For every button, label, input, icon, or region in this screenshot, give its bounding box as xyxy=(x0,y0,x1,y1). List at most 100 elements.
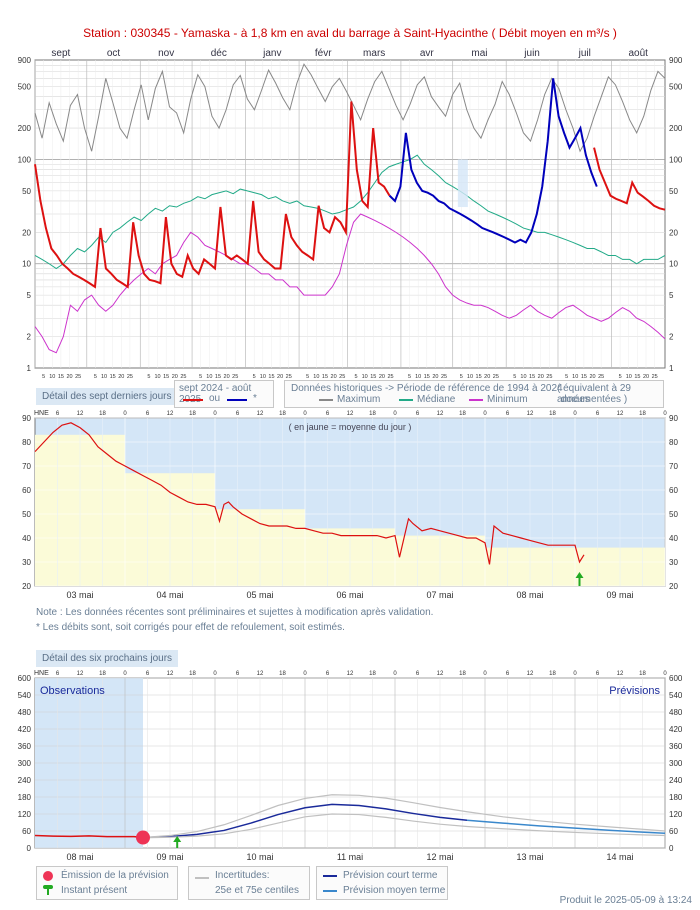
month-label: août xyxy=(629,48,649,59)
forecast-line-legend: Prévision court terme Prévision moyen te… xyxy=(316,866,448,900)
hour-tick-label: 18 xyxy=(189,671,196,677)
day-tick-label: 25 xyxy=(441,374,447,380)
y-tick-label-left: 30 xyxy=(22,558,31,567)
day-tick-label: 10 xyxy=(520,374,526,380)
day-tick-label: 15 xyxy=(322,374,328,380)
day-label: 07 mai xyxy=(426,590,453,600)
current-swatch xyxy=(183,399,203,401)
emission-point xyxy=(136,830,150,845)
max-label: Maximum xyxy=(337,394,381,405)
y-tick-label-left: 20 xyxy=(22,582,31,591)
y-tick-label-left: 600 xyxy=(18,674,32,683)
day-label: 11 mai xyxy=(337,852,363,862)
day-tick-label: 10 xyxy=(154,374,160,380)
y-tick-label-left: 60 xyxy=(22,486,31,495)
day-label: 09 mai xyxy=(156,852,183,862)
hour-tick-label: 0 xyxy=(573,671,577,677)
month-label: nov xyxy=(158,48,174,59)
y-tick-label-right: 900 xyxy=(669,56,683,65)
hour-tick-label: 0 xyxy=(123,411,127,417)
series-current xyxy=(34,101,391,289)
day-label: 03 mai xyxy=(66,590,93,600)
y-tick-label-left: 100 xyxy=(18,155,32,164)
hour-tick-label: 18 xyxy=(549,411,556,417)
y-tick-label-right: 2 xyxy=(669,333,674,342)
hour-tick-label: 12 xyxy=(527,671,534,677)
day-tick-label: 10 xyxy=(260,374,266,380)
day-tick-label: 5 xyxy=(94,374,97,380)
day-label: 08 mai xyxy=(66,852,93,862)
day-tick-label: 10 xyxy=(49,374,55,380)
hour-tick-label: 12 xyxy=(617,411,624,417)
day-tick-label: 20 xyxy=(538,374,544,380)
hour-tick-label: 12 xyxy=(257,671,264,677)
day-tick-label: 25 xyxy=(127,374,133,380)
hour-tick-label: 6 xyxy=(236,671,240,677)
y-tick-label-left: 90 xyxy=(22,414,31,423)
day-label: 04 mai xyxy=(156,590,183,600)
hour-tick-label: 0 xyxy=(573,411,577,417)
y-tick-label-right: 540 xyxy=(669,691,683,700)
y-tick-label-left: 1 xyxy=(27,364,32,373)
hour-tick-label: 6 xyxy=(416,671,420,677)
y-tick-label-right: 70 xyxy=(669,462,678,471)
hour-tick-label: 12 xyxy=(347,411,354,417)
month-label: sept xyxy=(51,48,70,59)
hour-tick-label: 18 xyxy=(459,671,466,677)
day-label: 05 mai xyxy=(246,590,273,600)
y-tick-label-right: 50 xyxy=(669,510,678,519)
day-label: 06 mai xyxy=(336,590,363,600)
y-tick-label-left: 200 xyxy=(18,124,32,133)
day-label: 12 mai xyxy=(426,852,453,862)
day-tick-label: 5 xyxy=(513,374,516,380)
day-tick-label: 10 xyxy=(101,374,107,380)
y-tick-label-right: 5 xyxy=(669,291,674,300)
min-label: Minimum xyxy=(487,394,528,405)
day-tick-label: 15 xyxy=(581,374,587,380)
month-label: juin xyxy=(523,48,540,59)
y-tick-label-left: 70 xyxy=(22,462,31,471)
hour-tick-label: 18 xyxy=(189,411,196,417)
uncert-label2: 25e et 75e centiles xyxy=(215,885,299,896)
month-label: févr xyxy=(315,48,332,59)
day-tick-label: 15 xyxy=(476,374,482,380)
hour-tick-label: 6 xyxy=(506,411,510,417)
day-tick-label: 25 xyxy=(493,374,499,380)
day-tick-label: 5 xyxy=(253,374,256,380)
day-tick-label: 5 xyxy=(619,374,622,380)
day-tick-label: 15 xyxy=(370,374,376,380)
day-tick-label: 10 xyxy=(362,374,368,380)
y-tick-label-right: 500 xyxy=(669,83,683,92)
day-label: 10 mai xyxy=(246,852,273,862)
y-tick-label-right: 30 xyxy=(669,558,678,567)
series-maximum xyxy=(34,63,666,153)
emission-dot-icon xyxy=(43,871,53,881)
series-recent-flow xyxy=(34,422,585,565)
y-tick-label-right: 0 xyxy=(669,844,674,853)
day-tick-label: 15 xyxy=(529,374,535,380)
day-tick-label: 5 xyxy=(408,374,411,380)
hist-title: Données historiques -> Période de référe… xyxy=(291,383,563,394)
previsions-label: Prévisions xyxy=(609,685,660,697)
hour-tick-label: 6 xyxy=(56,411,60,417)
hour-tick-label: 18 xyxy=(369,411,376,417)
period-legend: sept 2024 - août 2025 ou * xyxy=(174,380,274,408)
day-tick-label: 10 xyxy=(206,374,212,380)
produced-timestamp: Produit le 2025-05-09 à 13:24 xyxy=(559,895,692,906)
day-tick-label: 5 xyxy=(147,374,150,380)
hour-tick-label: 12 xyxy=(437,411,444,417)
historic-legend: Données historiques -> Période de référe… xyxy=(284,380,664,408)
day-tick-label: 15 xyxy=(215,374,221,380)
hour-tick-label: 12 xyxy=(437,671,444,677)
day-tick-label: 15 xyxy=(58,374,64,380)
series-forecast_mid xyxy=(466,819,666,835)
y-tick-label-right: 20 xyxy=(669,582,678,591)
hour-tick-label: 12 xyxy=(527,411,534,417)
y-tick-label-right: 360 xyxy=(669,742,683,751)
day-tick-label: 20 xyxy=(277,374,283,380)
hour-tick-label: 18 xyxy=(279,671,286,677)
hour-tick-label: 0 xyxy=(663,411,667,417)
y-tick-label-right: 240 xyxy=(669,776,683,785)
recent-window xyxy=(457,159,468,208)
